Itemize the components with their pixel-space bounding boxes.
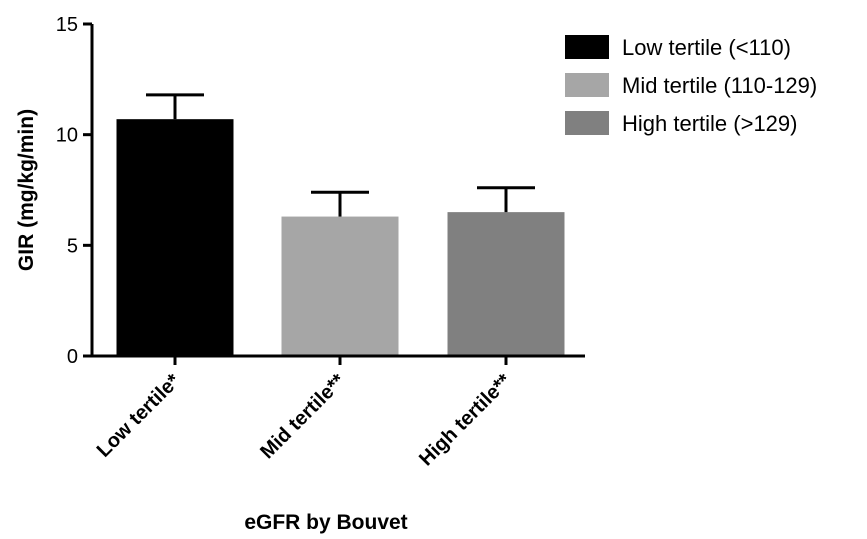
bar-3 [447, 212, 565, 356]
legend-swatch [565, 73, 609, 97]
error-bar-3 [477, 186, 535, 213]
y-tick-label: 5 [67, 235, 78, 257]
y-ticks-layer: 0 5 10 15 [56, 14, 92, 368]
error-bar-1 [146, 93, 204, 120]
x-category-label: Low tertile* [93, 370, 185, 462]
legend-swatch [565, 111, 609, 135]
error-bar-2 [311, 190, 369, 217]
bar-2 [281, 216, 399, 356]
y-tick-label: 0 [67, 346, 78, 368]
legend-swatch [565, 35, 609, 59]
x-category-label: High tertile** [415, 370, 516, 471]
legend-item: Low tertile (<110) [565, 35, 791, 60]
legend-label: High tertile (>129) [622, 111, 797, 136]
y-tick-label: 10 [56, 125, 78, 147]
legend-item: High tertile (>129) [565, 111, 797, 136]
y-axis-title: GIR (mg/kg/min) [15, 109, 38, 271]
error-bars-layer [146, 93, 535, 217]
legend-item: Mid tertile (110-129) [565, 73, 817, 98]
x-category-label: Mid tertile** [256, 370, 350, 464]
x-category-labels-layer: Low tertile* Mid tertile** High tertile** [93, 356, 516, 470]
y-tick-label: 15 [56, 14, 78, 36]
legend: Low tertile (<110) Mid tertile (110-129) H… [565, 35, 817, 136]
bar-1 [116, 119, 234, 356]
x-axis-title: eGFR by Bouvet [244, 511, 407, 534]
bars-layer [116, 119, 565, 356]
legend-label: Mid tertile (110-129) [622, 73, 817, 98]
legend-label: Low tertile (<110) [622, 35, 791, 60]
